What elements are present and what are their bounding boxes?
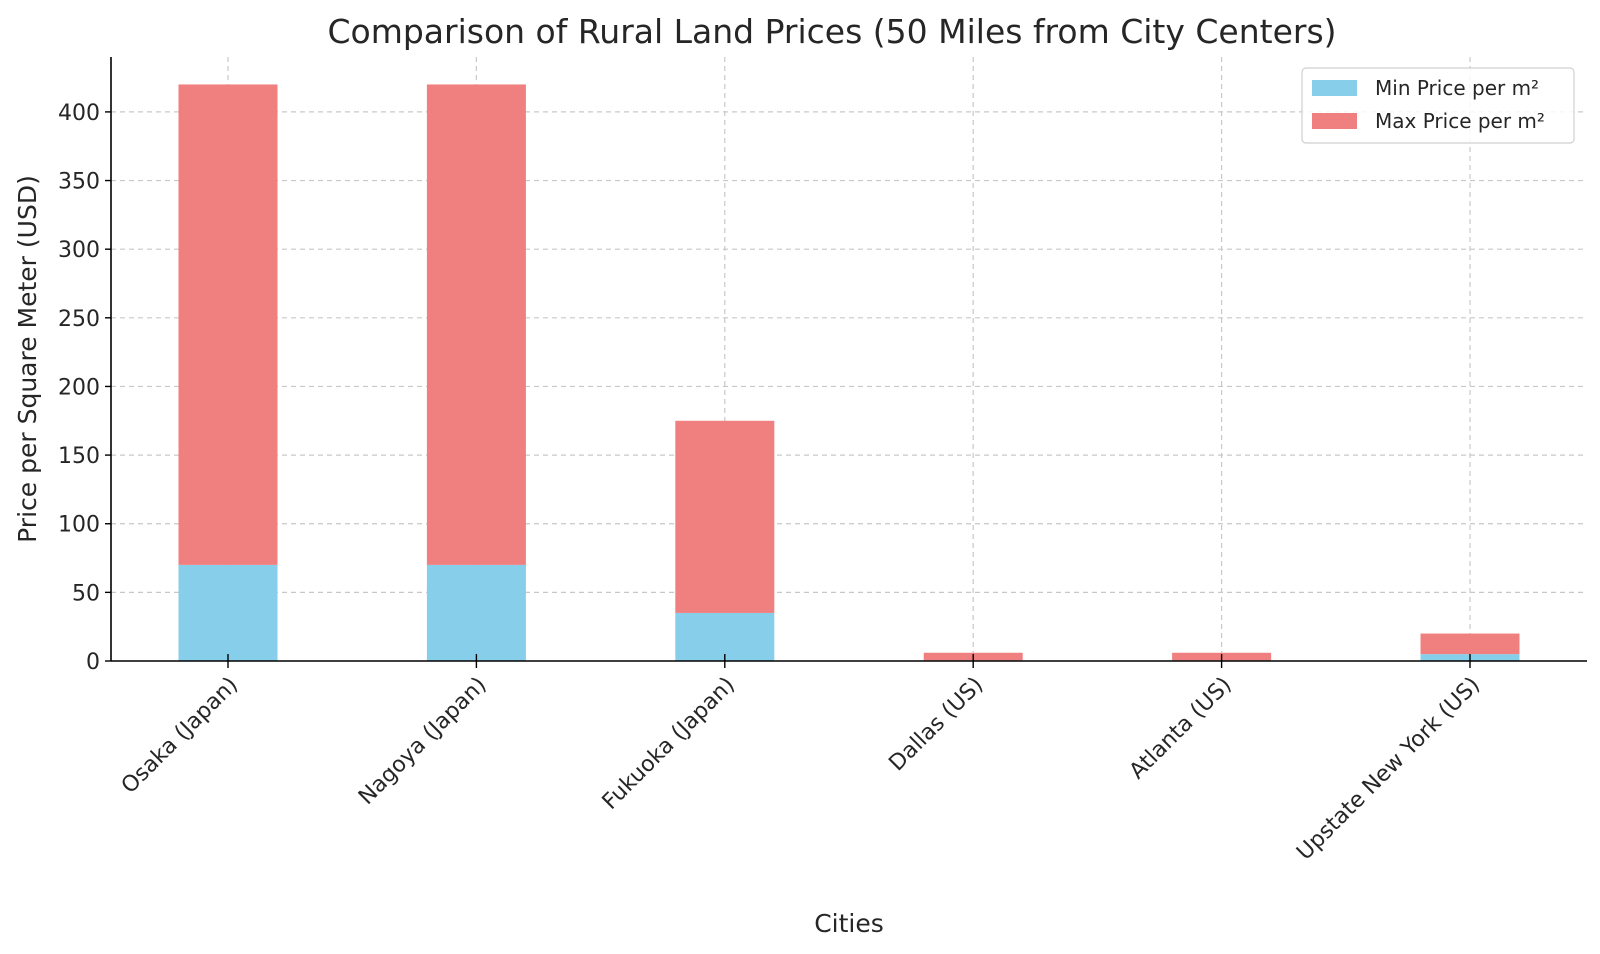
- y-tick-label: 400: [58, 101, 100, 126]
- y-tick-label: 200: [58, 375, 100, 400]
- y-tick-label: 50: [72, 581, 100, 606]
- legend-label-max: Max Price per m²: [1375, 109, 1545, 133]
- x-ticks: Osaka (Japan) Nagoya (Japan) Fukuoka (Japa…: [117, 654, 1485, 865]
- bar-max-1: [426, 84, 526, 565]
- x-tick-label: Upstate New York (US): [1292, 672, 1485, 865]
- chart-title: Comparison of Rural Land Prices (50 Mile…: [327, 12, 1336, 51]
- legend-swatch-max: [1312, 113, 1357, 129]
- legend-frame: [1301, 67, 1575, 144]
- x-tick-label: Atlanta (US): [1125, 672, 1237, 784]
- y-axis-label: Price per Square Meter (USD): [13, 175, 42, 543]
- x-axis-label: Cities: [814, 909, 884, 938]
- x-tick-label: Fukuoka (Japan): [598, 672, 740, 814]
- legend: Min Price per m² Max Price per m²: [1301, 67, 1575, 144]
- bar-min-0: [178, 564, 278, 661]
- bar-max-2: [675, 420, 775, 613]
- legend-swatch-min: [1312, 80, 1357, 96]
- legend-label-min: Min Price per m²: [1375, 76, 1539, 100]
- y-tick-label: 0: [86, 650, 100, 675]
- bar-max-5: [1420, 633, 1520, 655]
- y-tick-label: 350: [58, 170, 100, 195]
- y-tick-label: 300: [58, 238, 100, 263]
- x-tick-label: Nagoya (Japan): [354, 672, 491, 809]
- bar-min-2: [675, 612, 775, 661]
- y-tick-label: 100: [58, 513, 100, 538]
- grid-lines: [111, 57, 1587, 661]
- x-tick-label: Osaka (Japan): [117, 672, 243, 798]
- y-ticks: 0 50 100 150 200 250 300 350 400: [58, 101, 111, 675]
- axes-group: [110, 57, 1587, 662]
- bar-max-0: [178, 84, 278, 565]
- bars-group: [178, 84, 1520, 661]
- bar-min-1: [426, 564, 526, 661]
- y-tick-label: 250: [58, 307, 100, 332]
- x-tick-label: Dallas (US): [885, 672, 989, 776]
- y-tick-label: 150: [58, 444, 100, 469]
